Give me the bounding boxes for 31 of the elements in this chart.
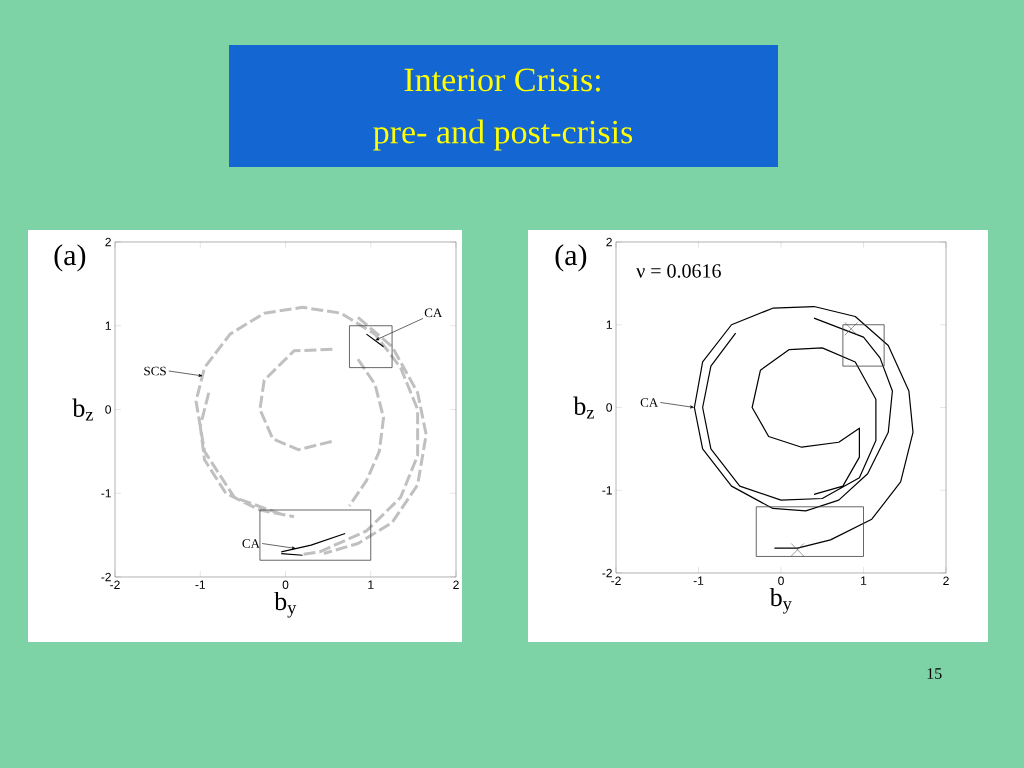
y-tick-label: 2 bbox=[606, 237, 612, 247]
y-tick-label: -2 bbox=[602, 568, 612, 578]
y-tick-label: 2 bbox=[105, 237, 111, 247]
x-tick-label: -1 bbox=[195, 580, 205, 589]
y-axis-title: b$_{z}$ bbox=[573, 396, 594, 419]
x-tick-label: 2 bbox=[943, 576, 949, 585]
text: 15 bbox=[927, 668, 942, 679]
x-tick-label: 1 bbox=[861, 576, 867, 585]
y-tick-label: -1 bbox=[101, 489, 111, 498]
text: (a) bbox=[555, 244, 587, 272]
x-tick-label: 2 bbox=[453, 580, 459, 589]
annotation: ν = 0.0616 bbox=[636, 264, 721, 278]
y-tick-label: 0 bbox=[105, 405, 112, 414]
y-axis-title: b$_{z}$ bbox=[72, 398, 93, 421]
annotation: CA bbox=[424, 308, 443, 318]
chart-subtitle: pre- and post-crisis bbox=[373, 119, 633, 151]
x-tick-label: 1 bbox=[368, 580, 374, 589]
x-axis-title: b$_{y}$ bbox=[769, 587, 792, 614]
annotation: CA bbox=[640, 398, 659, 407]
y-tick-label: 1 bbox=[606, 320, 612, 329]
chart-title: Interior Crisis: bbox=[404, 68, 600, 92]
annotation: SCS bbox=[144, 366, 166, 376]
x-tick-label: -1 bbox=[693, 576, 704, 585]
x-tick-label: 0 bbox=[778, 576, 784, 586]
annotation: CA bbox=[242, 539, 260, 548]
y-tick-label: 0 bbox=[606, 403, 613, 412]
y-tick-label: -1 bbox=[602, 486, 612, 495]
x-axis-title: b$_{y}$ bbox=[274, 591, 297, 618]
text: (a) bbox=[54, 244, 86, 272]
x-tick-label: 0 bbox=[282, 580, 289, 590]
y-tick-label: 1 bbox=[105, 321, 111, 330]
